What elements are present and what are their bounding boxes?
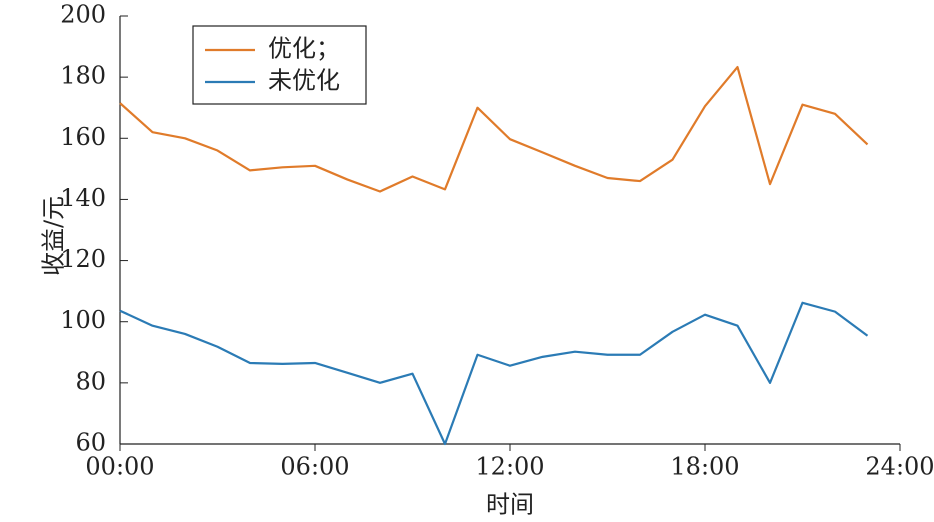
y-tick-label: 160	[60, 123, 106, 151]
y-tick-label: 140	[60, 184, 106, 212]
y-axis-label: 收益/元	[40, 196, 68, 276]
legend-label: 优化；	[268, 35, 340, 63]
x-tick-label: 24:00	[865, 453, 934, 481]
y-tick-label: 120	[60, 245, 106, 273]
y-tick-label: 80	[75, 367, 106, 395]
series-line	[119, 65, 869, 193]
y-tick-label: 180	[60, 62, 106, 90]
y-tick-label: 200	[60, 1, 106, 29]
x-tick-label: 06:00	[280, 453, 349, 481]
series-line	[119, 301, 869, 446]
x-tick-label: 18:00	[670, 453, 739, 481]
y-tick-label: 60	[75, 429, 106, 457]
x-tick-label: 00:00	[85, 453, 154, 481]
legend-box	[192, 25, 367, 105]
x-axis-label: 时间	[486, 491, 534, 519]
y-tick-label: 100	[60, 306, 106, 334]
x-tick-label: 12:00	[475, 453, 544, 481]
legend-label: 未优化	[268, 67, 340, 95]
